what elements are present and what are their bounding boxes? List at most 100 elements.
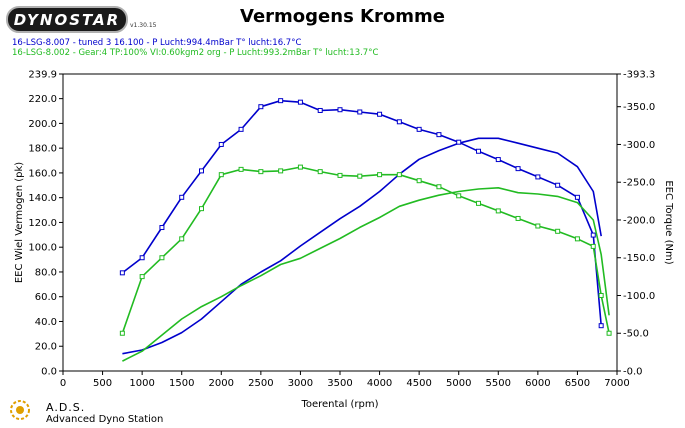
data-point xyxy=(199,206,204,212)
data-point xyxy=(598,292,604,298)
data-point xyxy=(416,178,422,184)
y-tick-label: 140.0 xyxy=(28,193,57,204)
y-tick-label: 160.0 xyxy=(28,168,57,179)
series-line-16-LSG-8.007-torque xyxy=(121,99,602,326)
y2-tick-label: -50.0 xyxy=(623,329,649,340)
y-tick-label: 0.0 xyxy=(41,367,57,378)
data-point xyxy=(238,126,244,132)
data-point xyxy=(218,172,224,178)
data-point xyxy=(590,232,596,238)
data-point xyxy=(495,208,501,214)
data-point xyxy=(119,330,125,336)
data-point xyxy=(159,255,165,261)
y2-tick-label: -200.0 xyxy=(623,215,655,226)
x-tick-label: 6500 xyxy=(565,378,590,389)
y-tick-label: 40.0 xyxy=(35,317,57,328)
y-tick-label: 100.0 xyxy=(28,243,57,254)
data-point xyxy=(317,107,323,113)
data-point xyxy=(515,215,521,221)
data-point xyxy=(179,194,185,200)
data-point xyxy=(179,236,185,242)
data-point xyxy=(317,169,323,175)
data-point xyxy=(476,200,481,206)
y2-tick-label: -350.0 xyxy=(623,102,655,113)
data-point xyxy=(396,172,402,178)
data-point xyxy=(495,157,501,163)
data-point xyxy=(377,172,383,178)
x-tick-label: 3000 xyxy=(288,378,313,389)
y-tick-label: 80.0 xyxy=(35,267,57,278)
series-line-16-LSG-8.002-torque xyxy=(121,166,610,334)
y-tick-label: 220.0 xyxy=(28,94,57,105)
data-point xyxy=(139,274,145,280)
plot-frame xyxy=(62,73,618,372)
x-axis-label: Toerental (rpm) xyxy=(300,399,378,410)
series-line-16-LSG-8.007-power xyxy=(122,137,602,355)
x-tick-label: 3500 xyxy=(327,378,352,389)
series-line-16-LSG-8.002-power xyxy=(122,187,610,362)
data-point xyxy=(515,166,521,172)
y2-tick-label: -0.0 xyxy=(623,367,643,378)
y-tick-label: 200.0 xyxy=(28,119,57,130)
x-tick-label: 5500 xyxy=(486,378,511,389)
footer-company: A.D.S. xyxy=(46,401,86,414)
data-point xyxy=(396,119,402,125)
y-tick-label: 180.0 xyxy=(28,144,57,155)
data-point xyxy=(476,148,481,154)
run-label-2: 16-LSG-8.002 - Gear:4 TP:100% VI:0.60kgm… xyxy=(12,48,379,58)
x-tick-label: 4500 xyxy=(406,378,431,389)
data-point xyxy=(555,228,561,234)
y-tick-label: 120.0 xyxy=(28,218,57,229)
data-point xyxy=(159,225,165,231)
chart-title: Vermogens Kromme xyxy=(240,6,445,27)
ads-logo-icon xyxy=(10,400,30,420)
data-point xyxy=(258,169,264,175)
data-point xyxy=(606,330,612,336)
data-point xyxy=(357,173,363,179)
data-point xyxy=(535,223,541,229)
data-point xyxy=(258,104,264,110)
data-point xyxy=(535,174,541,180)
data-point xyxy=(456,193,462,199)
y2-tick-label: -393.3 xyxy=(623,70,655,81)
y-tick-label: 239.9 xyxy=(28,70,57,81)
data-point xyxy=(218,141,224,147)
run-label-1: 16-LSG-8.007 - tuned 3 16.100 - P Lucht:… xyxy=(12,38,302,48)
data-point xyxy=(119,270,125,276)
data-point xyxy=(278,98,284,104)
data-point xyxy=(199,168,204,174)
x-tick-label: 2500 xyxy=(248,378,273,389)
x-tick-label: 2000 xyxy=(209,378,234,389)
y-tick-label: 60.0 xyxy=(35,292,57,303)
x-tick-label: 0 xyxy=(60,378,66,389)
logo-text: DYNOSTAR xyxy=(13,10,121,29)
data-point xyxy=(297,164,303,170)
data-point xyxy=(456,139,462,145)
data-point xyxy=(337,107,343,113)
data-point xyxy=(337,172,343,178)
data-point xyxy=(416,126,422,132)
x-tick-label: 1500 xyxy=(169,378,194,389)
footer-subtitle: Advanced Dyno Station xyxy=(46,414,164,425)
y2-axis-label: EEC Torque (Nm) xyxy=(663,180,674,264)
data-point xyxy=(555,182,561,188)
data-point xyxy=(278,168,284,174)
x-tick-label: 500 xyxy=(93,378,112,389)
data-point xyxy=(590,243,596,249)
y-tick-label: 20.0 xyxy=(35,342,57,353)
y2-tick-label: -300.0 xyxy=(623,140,655,151)
x-tick-label: 6000 xyxy=(525,378,550,389)
x-tick-label: 5000 xyxy=(446,378,471,389)
logo-version: v1.30.15 xyxy=(130,22,157,29)
y2-tick-label: -150.0 xyxy=(623,253,655,264)
x-tick-label: 7000 xyxy=(604,378,629,389)
data-point xyxy=(139,255,145,261)
data-point xyxy=(357,109,363,115)
data-point xyxy=(574,236,580,242)
dynostar-logo: DYNOSTAR xyxy=(6,6,128,33)
data-point xyxy=(436,184,442,190)
data-point xyxy=(238,166,244,172)
data-point xyxy=(574,194,580,200)
data-point xyxy=(598,323,604,329)
